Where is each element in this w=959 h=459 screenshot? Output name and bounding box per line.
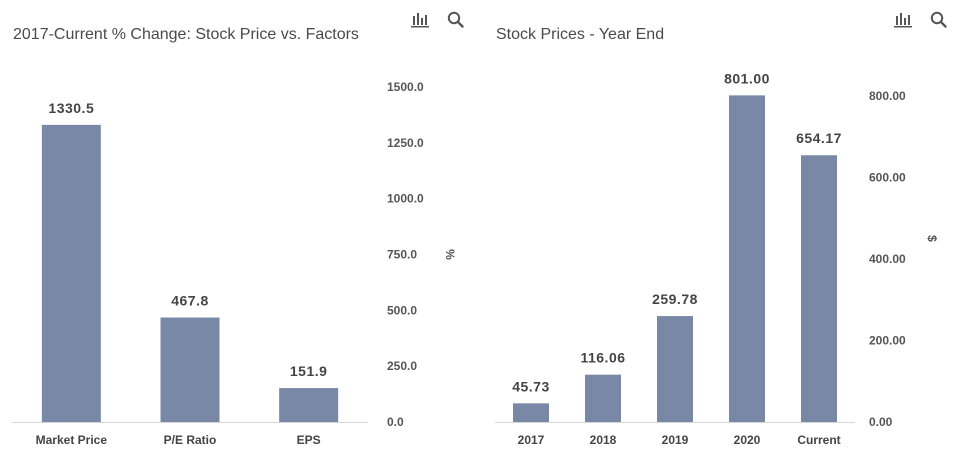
bar-2017 bbox=[513, 403, 549, 422]
chart-panel-left: 2017-Current % Change: Stock Price vs. F… bbox=[12, 11, 466, 447]
bar-2020 bbox=[729, 95, 765, 423]
x-tick-label: P/E Ratio bbox=[164, 433, 217, 447]
chart-title-left: 2017-Current % Change: Stock Price vs. F… bbox=[13, 26, 359, 43]
x-tick-label: 2017 bbox=[518, 433, 545, 447]
y-tick-label: 1250.0 bbox=[387, 136, 424, 150]
data-label: 151.9 bbox=[290, 363, 328, 379]
data-label: 467.8 bbox=[171, 293, 209, 309]
bar-current bbox=[801, 155, 837, 422]
y-tick-label: 0.00 bbox=[869, 415, 893, 429]
x-tick-label: Market Price bbox=[36, 433, 108, 447]
y-tick-label: 1500.0 bbox=[387, 80, 424, 94]
x-tick-label: EPS bbox=[297, 433, 321, 447]
bar-chart-left: 1330.5 Market Price 467.8 P/E Ratio 151.9 EPS… bbox=[12, 80, 457, 447]
data-label: 801.00 bbox=[724, 70, 770, 86]
bar-p-e-ratio bbox=[160, 317, 220, 422]
x-tick-label: Current bbox=[797, 433, 840, 447]
data-label: 259.78 bbox=[652, 291, 698, 307]
data-label: 1330.5 bbox=[48, 100, 94, 116]
x-tick-label: 2018 bbox=[590, 433, 617, 447]
chart-title-right: Stock Prices - Year End bbox=[496, 26, 665, 43]
data-label: 654.17 bbox=[796, 130, 842, 146]
y-tick-label: 1000.0 bbox=[387, 192, 424, 206]
chart-panel-right: Stock Prices - Year End 45.73 2017 116.06 2… bbox=[480, 0, 959, 459]
x-tick-label: 2019 bbox=[662, 433, 689, 447]
data-label: 116.06 bbox=[580, 350, 625, 366]
search-icon[interactable] bbox=[446, 11, 466, 29]
y-tick-label: 500.0 bbox=[387, 303, 417, 317]
y-tick-label: 250.0 bbox=[387, 359, 417, 373]
y-tick-label: 800.00 bbox=[869, 89, 906, 103]
bar-chart-icon[interactable] bbox=[893, 11, 913, 29]
bar-chart-icon[interactable] bbox=[410, 11, 430, 29]
bar-eps bbox=[279, 388, 339, 422]
bar-chart-right: 45.73 2017 116.06 2018 259.78 2019 801.00 2020 6… bbox=[495, 70, 939, 447]
data-label: 45.73 bbox=[512, 378, 550, 394]
y-tick-label: 0.0 bbox=[387, 415, 404, 429]
y-tick-label: 200.00 bbox=[869, 333, 906, 347]
y-tick-label: 750.0 bbox=[387, 248, 417, 262]
y-tick-label: 600.00 bbox=[869, 170, 906, 184]
bar-2018 bbox=[585, 374, 621, 422]
y-axis-label: % bbox=[443, 249, 457, 260]
bar-market-price bbox=[41, 124, 101, 422]
search-icon[interactable] bbox=[929, 11, 949, 29]
y-axis-label: $ bbox=[925, 235, 939, 242]
bar-2019 bbox=[657, 316, 693, 422]
y-tick-label: 400.00 bbox=[869, 252, 906, 266]
x-tick-label: 2020 bbox=[734, 433, 761, 447]
